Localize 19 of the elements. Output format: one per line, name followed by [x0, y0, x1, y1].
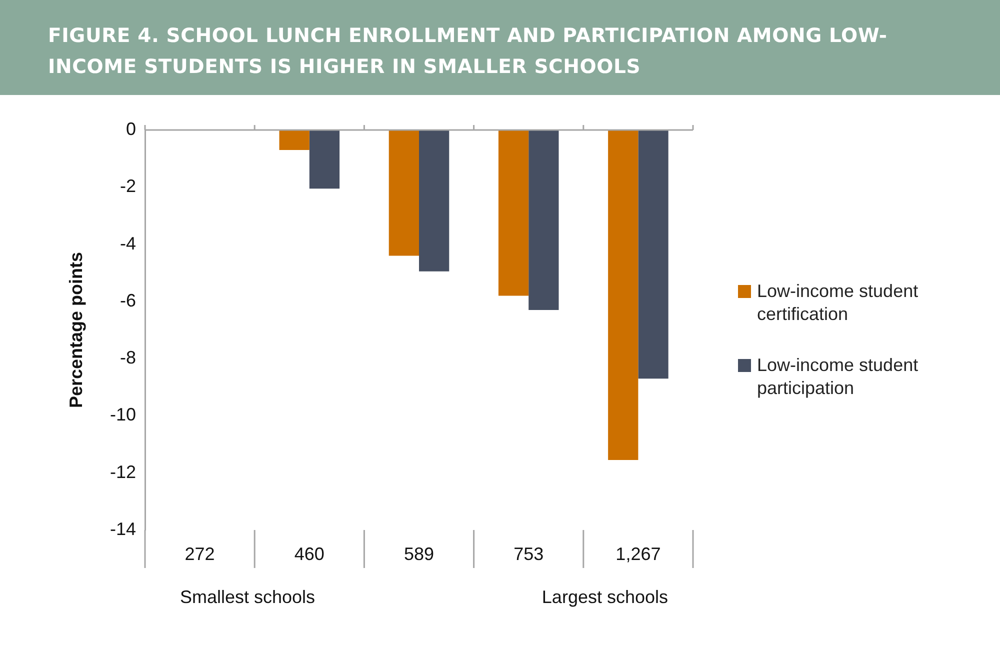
- x-tick-label: 272: [184, 544, 215, 564]
- x-tick-label: 589: [404, 544, 434, 564]
- y-tick-label: -6: [120, 290, 136, 310]
- y-tick-label: -8: [120, 348, 136, 368]
- x-tick-label: 753: [514, 544, 544, 564]
- x-tick-label: 1,267: [616, 544, 661, 564]
- legend-label: Low-income student participation: [757, 354, 920, 400]
- y-tick-label: 0: [126, 118, 136, 139]
- y-axis-title: Percentage points: [66, 252, 86, 408]
- text: Smallest schools: [180, 586, 316, 607]
- y-tick-label: -14: [110, 518, 136, 539]
- legend-label: Low-income student certification: [757, 280, 920, 326]
- chart-title: FIGURE 4. SCHOOL LUNCH ENROLLMENT AND PARTICIPATION AMONG LOW-INCOME STUDENTS IS HIGHER IN SMALLER SCHOOLS: [48, 23, 888, 80]
- y-tick-label: -12: [110, 462, 136, 482]
- y-tick-label: -2: [120, 176, 136, 196]
- y-tick-label: -10: [110, 404, 136, 425]
- text: Largest schools: [542, 586, 668, 607]
- x-tick-label: 460: [294, 544, 324, 564]
- y-tick-label: -4: [120, 233, 136, 254]
